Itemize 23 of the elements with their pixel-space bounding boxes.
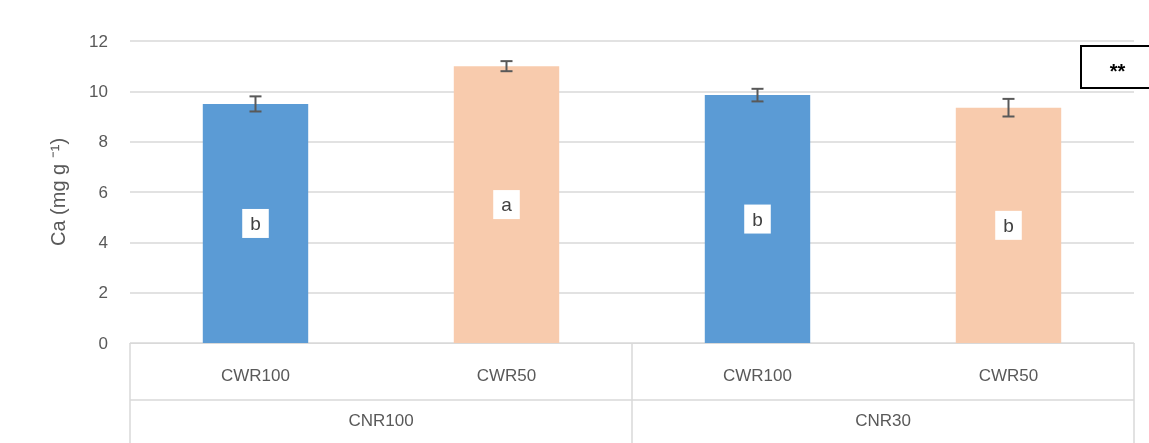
y-tick-label: 10 (89, 81, 108, 101)
annotation: ** (1109, 60, 1126, 83)
y-tick-label: 12 (89, 31, 108, 51)
bar (704, 95, 811, 343)
annotation: b (1003, 214, 1014, 236)
x-tick-label: CWR50 (978, 365, 1039, 385)
y-tick-label: 4 (98, 232, 108, 252)
y-axis-title: Ca (mg g ⁻¹) (47, 137, 69, 247)
text: CNR30 (855, 410, 911, 430)
annotation: b (752, 208, 763, 230)
annotation: b (250, 212, 261, 234)
y-tick-label: 8 (98, 132, 108, 152)
x-tick-label: CWR50 (476, 365, 537, 385)
bar (202, 103, 309, 343)
y-tick-label: 0 (98, 333, 108, 353)
annotation: a (501, 194, 513, 216)
x-tick-label: CWR100 (723, 365, 792, 385)
text: CNR100 (348, 410, 414, 430)
y-tick-label: 2 (98, 283, 108, 303)
x-tick-label: CWR100 (221, 365, 290, 385)
bar (955, 107, 1062, 343)
y-tick-label: 6 (98, 182, 108, 202)
bar (453, 66, 560, 343)
